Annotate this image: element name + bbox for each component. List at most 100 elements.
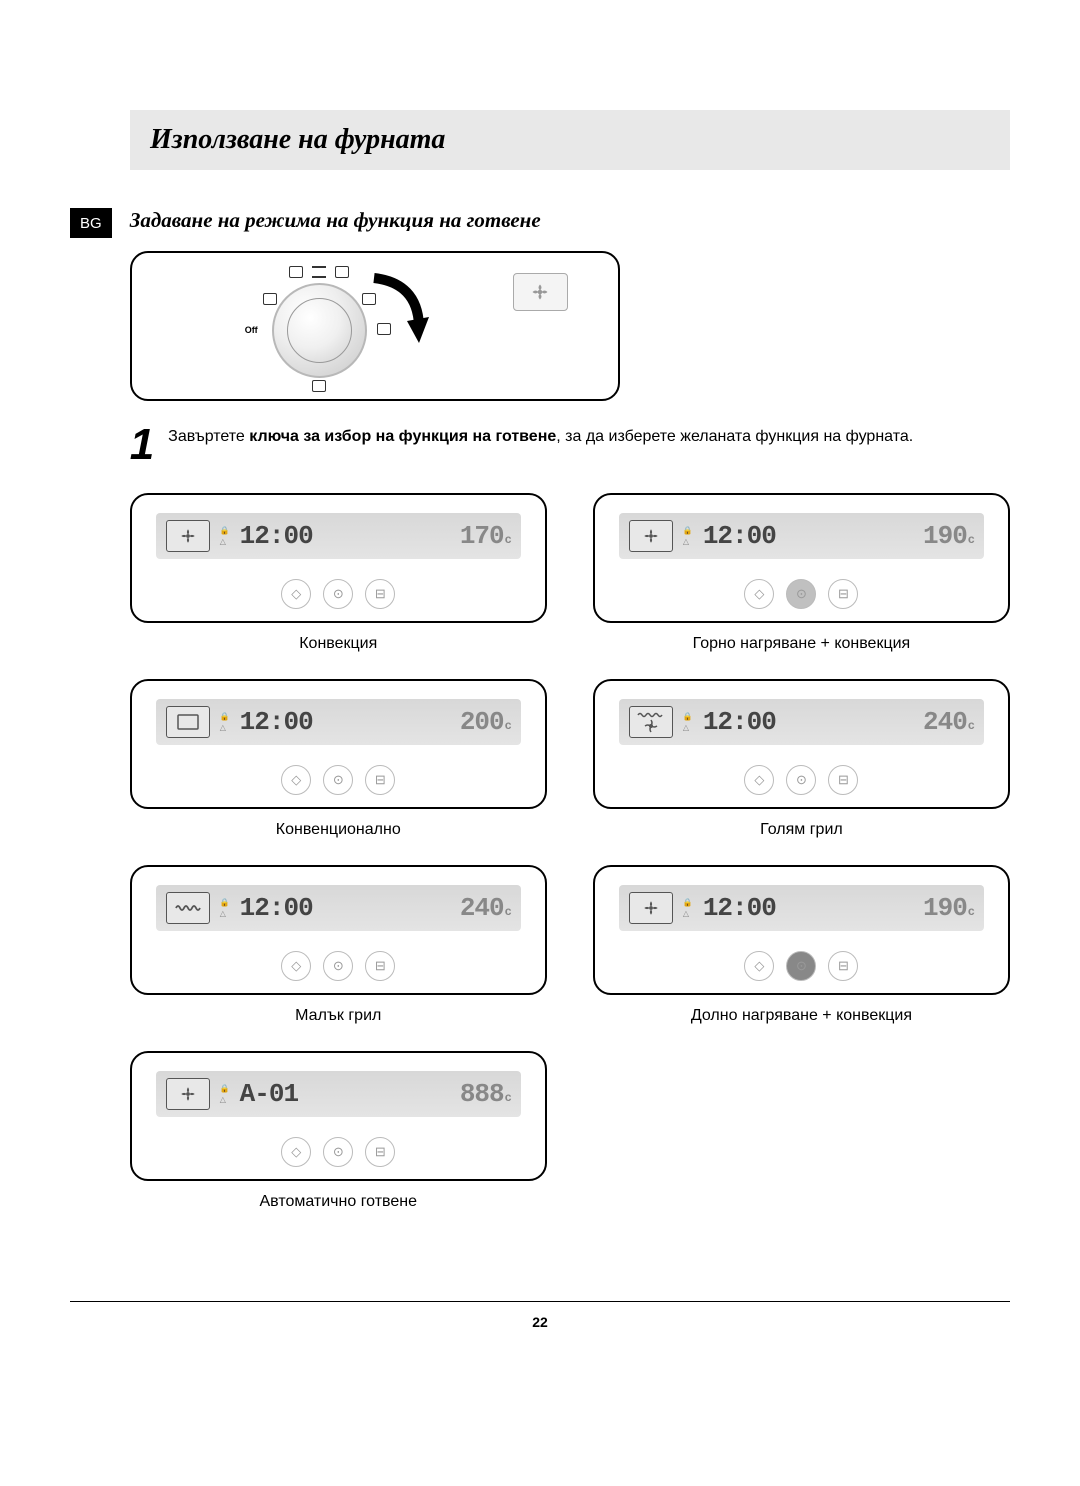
dial-display-icon: [513, 273, 568, 311]
mode-icon: [166, 892, 210, 924]
display-area: 🔒△ 12:00 200c: [156, 699, 521, 745]
mode-display-panel: 🔒△ 12:00 240c ◇ ⊙ ⊟: [130, 865, 547, 995]
mode-icon: [166, 520, 210, 552]
panel-button: ⊟: [365, 951, 395, 981]
dial-mode-icon: [335, 266, 349, 278]
indicator-icons: 🔒△: [220, 1084, 230, 1104]
panel-button: ◇: [744, 579, 774, 609]
mode-label: Голям грил: [593, 821, 1010, 839]
indicator-icons: 🔒△: [220, 526, 230, 546]
indicator-icons: 🔒△: [683, 712, 693, 732]
dial-knob-inner: [287, 298, 352, 363]
page-title: Използване на фурната: [150, 124, 990, 156]
mode-display-panel: 🔒△ 12:00 190c ◇ ⊙ ⊟: [593, 493, 1010, 623]
mode-icon: [629, 520, 673, 552]
button-row: ◇ ⊙ ⊟: [132, 1137, 545, 1167]
mode-block: 🔒△ 12:00 240c ◇⊙⊟ Голям грил: [593, 679, 1010, 839]
mode-display-panel: 🔒△ A-01 888c ◇ ⊙ ⊟: [130, 1051, 547, 1181]
display-time: 12:00: [703, 707, 776, 737]
section-subtitle: Задаване на режима на функция на готвене: [130, 208, 1010, 233]
display-area: 🔒△ 12:00 240c: [156, 885, 521, 931]
display-time: 12:00: [240, 707, 313, 737]
display-area: 🔒△ A-01 888c: [156, 1071, 521, 1117]
mode-label: Конвенционално: [130, 821, 547, 839]
button-row: ◇ ⊙ ⊟: [132, 579, 545, 609]
panel-button: ◇: [744, 765, 774, 795]
panel-button: ⊟: [365, 579, 395, 609]
display-temperature: 240c: [460, 893, 511, 923]
display-area: 🔒△ 12:00 240c: [619, 699, 984, 745]
button-row: ◇ ⊙ ⊟: [595, 579, 1008, 609]
panel-button: ◇: [281, 1137, 311, 1167]
panel-button: ◇: [281, 951, 311, 981]
indicator-icons: 🔒△: [220, 712, 230, 732]
page-footer: 22: [70, 1301, 1010, 1330]
language-badge: BG: [70, 208, 112, 238]
mode-icon: [166, 706, 210, 738]
fan-icon: [531, 283, 549, 301]
mode-display-panel: 🔒△ 12:00 190c ◇ ⊙ ⊟: [593, 865, 1010, 995]
panel-button: ⊙: [323, 951, 353, 981]
dial-mode-icon: [263, 293, 277, 305]
button-row: ◇ ⊙ ⊟: [132, 951, 545, 981]
mode-block: 🔒△ 12:00 200c ◇ ⊙ ⊟ Конвенционално: [130, 679, 547, 839]
step-number: 1: [130, 423, 154, 467]
mode-block: 🔒△ 12:00 170c ◇ ⊙ ⊟ Конвекция: [130, 493, 547, 653]
mode-display-panel: 🔒△ 12:00 170c ◇ ⊙ ⊟: [130, 493, 547, 623]
display-time: 12:00: [703, 893, 776, 923]
mode-label: Горно нагряване + конвекция: [593, 635, 1010, 653]
display-temperature: 190c: [923, 893, 974, 923]
modes-grid: 🔒△12:00170c◇⊙⊟Конвекция🔒△12:00190c◇⊙⊟Гор…: [130, 493, 1010, 1211]
display-area: 🔒△ 12:00 170c: [156, 513, 521, 559]
panel-button: ⊟: [365, 1137, 395, 1167]
mode-label: Малък грил: [130, 1007, 547, 1025]
display-time: 12:00: [703, 521, 776, 551]
display-temperature: 240c: [923, 707, 974, 737]
mode-label: Конвекция: [130, 635, 547, 653]
display-temperature: 888c: [460, 1079, 511, 1109]
mode-icon: [629, 706, 673, 738]
indicator-icons: 🔒△: [220, 898, 230, 918]
indicator-icons: 🔒△: [683, 526, 693, 546]
mode-block: 🔒△ A-01 888c ◇ ⊙ ⊟ Автоматично готвене: [130, 1051, 547, 1211]
button-row: ◇⊙⊟: [595, 765, 1008, 795]
display-time: 12:00: [240, 521, 313, 551]
display-area: 🔒△ 12:00 190c: [619, 513, 984, 559]
dial-arrow-icon: [369, 273, 429, 348]
mode-label: Долно нагряване + конвекция: [593, 1007, 1010, 1025]
panel-button: ⊟: [828, 765, 858, 795]
page-number: 22: [532, 1314, 548, 1330]
indicator-icons: 🔒△: [683, 898, 693, 918]
panel-button: ⊟: [828, 579, 858, 609]
mode-display-panel: 🔒△ 12:00 240c ◇⊙⊟: [593, 679, 1010, 809]
panel-button: ◇: [281, 765, 311, 795]
dial-off-label: Off: [245, 325, 258, 335]
mode-icon: [166, 1078, 210, 1110]
panel-button: ⊙: [323, 579, 353, 609]
mode-label: Автоматично готвене: [130, 1193, 547, 1211]
panel-button: ⊙: [786, 579, 816, 609]
dial-mode-icon: [289, 266, 303, 278]
panel-button: ◇: [744, 951, 774, 981]
step-text: Завъртете ключа за избор на функция на г…: [168, 423, 913, 467]
mode-block: 🔒△ 12:00 190c ◇ ⊙ ⊟ Горно нагряване + конвекци…: [593, 493, 1010, 653]
display-temperature: 200c: [460, 707, 511, 737]
panel-button: ⊟: [828, 951, 858, 981]
panel-button: ⊟: [365, 765, 395, 795]
mode-icon: [629, 892, 673, 924]
step-row: 1 Завъртете ключа за избор на функция на…: [130, 423, 1010, 467]
button-row: ◇ ⊙ ⊟: [595, 951, 1008, 981]
panel-button: ◇: [281, 579, 311, 609]
panel-button: ⊙: [323, 1137, 353, 1167]
display-time: A-01: [240, 1079, 298, 1109]
panel-button: ⊙: [323, 765, 353, 795]
panel-button: ⊙: [786, 951, 816, 981]
button-row: ◇ ⊙ ⊟: [132, 765, 545, 795]
dial-mode-icon: [312, 380, 326, 392]
dial-mode-icon: [312, 266, 326, 278]
title-bar: Използване на фурната: [130, 110, 1010, 170]
display-temperature: 190c: [923, 521, 974, 551]
display-area: 🔒△ 12:00 190c: [619, 885, 984, 931]
display-temperature: 170c: [460, 521, 511, 551]
display-time: 12:00: [240, 893, 313, 923]
